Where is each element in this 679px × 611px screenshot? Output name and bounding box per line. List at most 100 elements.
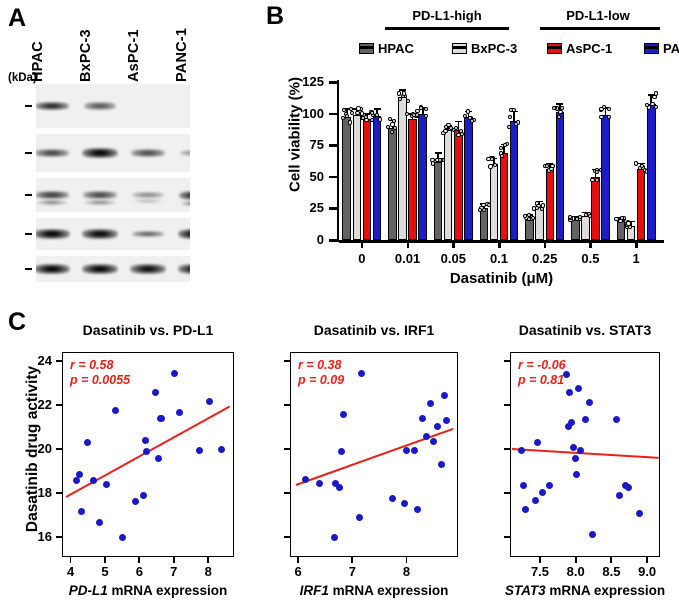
replicate-dot <box>513 122 518 127</box>
regression-line-2 <box>512 447 659 459</box>
gene-name-label: IRF1 <box>299 583 329 598</box>
gene-name-label: STAT3 <box>504 583 546 598</box>
blot-strip-stat3 <box>36 218 190 250</box>
x-tick-label: 0.5 <box>581 251 600 266</box>
blot-band <box>83 191 117 199</box>
scatter-point <box>357 370 365 378</box>
blot-band-secondary <box>180 200 190 206</box>
scatter-point <box>410 446 418 454</box>
y-tick <box>329 81 337 84</box>
replicate-dot <box>626 221 631 226</box>
bar-bxpc-3-0.25 <box>535 207 544 240</box>
error-bar <box>630 222 632 227</box>
x-tick-label: 0.01 <box>394 251 421 266</box>
scatter-y-tick <box>284 447 290 450</box>
blot-strip-irf1 <box>36 134 190 172</box>
error-bar <box>513 112 515 122</box>
replicate-dot <box>462 113 467 119</box>
scatter-x-tick-label: 7 <box>348 564 356 579</box>
replicate-dot <box>345 113 350 118</box>
replicate-dot <box>396 91 402 96</box>
scatter-x-tick-label: 8.0 <box>566 564 585 579</box>
scatter-y-tick <box>504 492 510 494</box>
scatter-y-tick <box>56 536 62 538</box>
replicate-dot <box>530 216 535 221</box>
scatter-point <box>78 508 86 516</box>
blot-band <box>36 101 70 111</box>
replicate-dot <box>488 164 493 169</box>
blot-band-secondary <box>134 199 162 203</box>
error-bar <box>650 95 653 104</box>
p-value-label: p = 0.0055 <box>70 373 131 387</box>
replicate-dot <box>627 225 632 230</box>
bar-panc-1-0.25 <box>555 112 565 240</box>
scatter-point <box>337 448 345 456</box>
blot-band <box>178 229 190 239</box>
r-value-label: r = 0.58 <box>70 358 114 372</box>
replicate-dot <box>369 110 375 116</box>
scatter-point <box>332 479 340 487</box>
replicate-dot <box>560 105 565 110</box>
correlation-stats-0: r = 0.58 p = 0.0055 <box>70 358 130 388</box>
scatter-point <box>90 476 98 484</box>
mw-marker-dash <box>25 194 32 196</box>
replicate-dot <box>375 112 380 117</box>
scatter-point <box>426 399 434 407</box>
x-title-suffix: mRNA expression <box>545 583 666 598</box>
panel-c-correlations: C Dasatinib drug activity Dasatinib vs. … <box>0 300 679 611</box>
scatter-x-tick <box>104 557 106 563</box>
mw-marker-dash <box>25 268 32 270</box>
mw-marker-dash <box>25 152 32 154</box>
error-bar-cap <box>546 162 554 165</box>
replicate-dot <box>552 105 557 111</box>
replicate-dot <box>390 122 395 127</box>
scatter-point <box>217 446 225 454</box>
replicate-dot <box>550 164 555 169</box>
scatter-point <box>636 510 644 518</box>
bar-aspc-1-0.05 <box>454 130 463 240</box>
panel-b-legend: HPAC BxPC-3 AsPC-1 PANC-1 <box>262 41 679 59</box>
mw-marker-dash <box>25 105 32 107</box>
p-value-label: p = 0.81 <box>518 373 565 387</box>
scatter-point <box>574 385 582 393</box>
scatter-x-tick <box>646 557 648 563</box>
blot-band <box>82 264 118 274</box>
scatter-point <box>316 479 324 487</box>
scatter-point <box>567 418 575 426</box>
legend-item-panc-1: PANC-1 <box>644 41 679 56</box>
scatter-point <box>564 423 572 431</box>
panel-b-y-axis-line <box>336 80 339 242</box>
scatter-x-tick <box>297 557 299 563</box>
scatter-y-tick <box>56 447 62 450</box>
scatter-point <box>158 415 166 423</box>
replicate-dot <box>644 103 650 108</box>
scatter-point <box>533 439 541 447</box>
scatter-x-tick-label: 7.5 <box>530 564 550 579</box>
replicate-dot <box>489 156 494 161</box>
scatter-point <box>83 438 91 446</box>
scatter-x-tick-label: 7 <box>170 564 178 579</box>
y-tick <box>329 112 337 116</box>
legend-swatch-icon <box>359 43 374 54</box>
panel-b-plot-area <box>339 82 659 240</box>
bar-hpac-0.05 <box>433 161 443 240</box>
scatter-y-tick-label: 22 <box>37 396 52 412</box>
scatter-point <box>139 492 147 500</box>
correlation-stats-1: r = 0.38 p = 0.09 <box>298 358 344 388</box>
error-bar <box>604 108 607 115</box>
replicate-dot <box>654 91 659 96</box>
y-tick <box>329 239 337 242</box>
scatter-point <box>440 391 448 399</box>
replicate-dot <box>532 206 537 211</box>
replicate-dot <box>599 114 604 119</box>
x-tick-label: 0.25 <box>532 251 558 266</box>
blot-band <box>83 102 117 110</box>
replicate-dot <box>405 98 411 103</box>
replicate-dot <box>606 106 612 112</box>
x-tick-label: 0.1 <box>489 251 509 266</box>
replicate-dot <box>557 115 562 120</box>
error-bar <box>493 159 495 165</box>
scatter-x-tick-label: 6 <box>135 564 143 579</box>
bar-hpac-0.1 <box>479 208 489 240</box>
scatter-y-tick <box>284 536 290 538</box>
